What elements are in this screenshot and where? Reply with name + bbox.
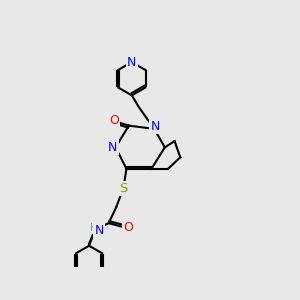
- Text: N: N: [108, 141, 118, 154]
- Text: H: H: [90, 223, 98, 233]
- Text: O: O: [123, 221, 133, 234]
- Text: O: O: [109, 114, 119, 127]
- Text: N: N: [127, 56, 136, 69]
- Text: S: S: [119, 182, 128, 195]
- Text: N: N: [94, 224, 104, 236]
- Text: N: N: [151, 120, 160, 133]
